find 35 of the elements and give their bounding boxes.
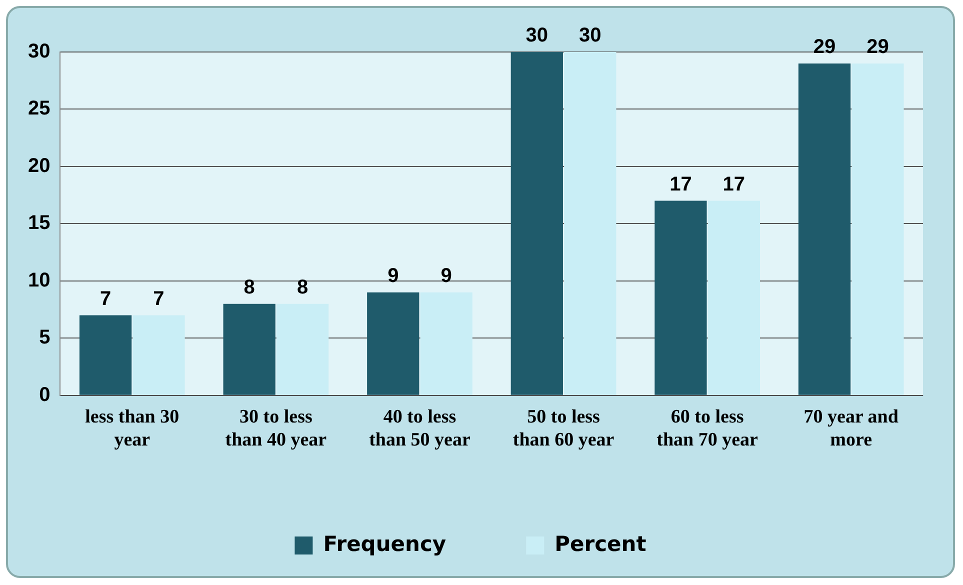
legend-label: Frequency [323,532,446,556]
bar [510,52,563,395]
x-tick-label: 60 to less than 70 year [656,406,759,451]
bar [79,315,132,395]
bar [132,315,185,395]
bar [708,200,760,395]
x-tick-label: 50 to less than 60 year [512,406,615,451]
data-label: 30 [526,24,548,47]
data-label: 17 [722,173,746,196]
data-label: 17 [670,173,692,196]
bar [852,63,904,395]
bar [223,304,276,395]
data-label: 7 [100,288,112,310]
legend-label: Percent [554,532,646,556]
bar [420,292,472,395]
data-label: 7 [153,288,164,310]
y-tick-label: 20 [28,154,50,177]
y-tick-label: 15 [28,212,50,234]
bar [367,292,420,395]
x-tick-label: less than 30 year [85,406,180,451]
y-tick-label: 5 [39,326,50,349]
y-tick-label: 25 [28,98,50,120]
x-tick-label: 30 to less than 40 year [225,406,328,451]
bar [798,63,851,395]
y-tick-label: 0 [39,384,50,406]
bar [564,52,616,395]
x-tick-label: 40 to less than 50 year [369,406,471,451]
bar [654,200,707,395]
y-tick-label: 10 [28,269,50,292]
bar [276,304,329,395]
data-label: 30 [578,24,602,47]
data-label: 8 [244,276,255,298]
y-tick-label: 30 [28,40,50,63]
x-tick-label: 70 year and more [804,406,899,451]
data-label: 8 [296,276,308,298]
